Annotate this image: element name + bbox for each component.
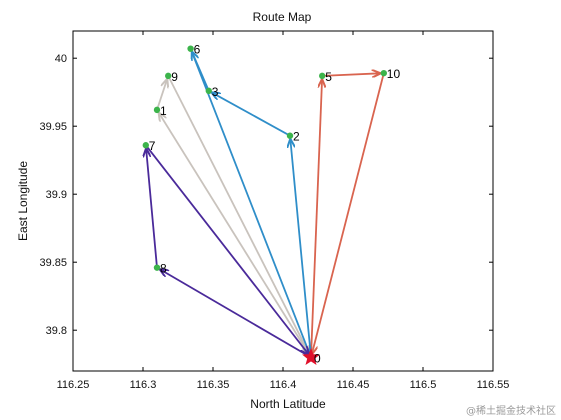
route-point-10 [380,69,387,77]
y-tick-label: 39.95 [39,121,67,133]
x-tick-label: 116.35 [197,379,230,391]
point-label-3: 3 [212,85,219,99]
route-segment-3-2-to-3 [212,93,291,137]
watermark: @稀土掘金技术社区 [466,404,556,417]
route-segment-2-0-to-1 [159,113,312,358]
y-tick-label: 40 [55,53,67,65]
y-axis-label: East Longitude [16,161,30,241]
route-point-6 [187,45,194,52]
point-label-9: 9 [171,70,178,84]
route-segment-1-0-to-5 [310,80,322,358]
x-axis-ticks: 116.25 116.3 116.35 116.4 116.45 116.5 116.55 [57,31,510,391]
point-label-8: 8 [160,262,167,276]
y-tick-label: 39.9 [46,189,67,201]
point-label-1: 1 [160,104,167,118]
route-points [142,45,387,366]
route-point-1 [153,106,161,114]
start-point-star-icon [302,347,320,366]
x-axis-label: North Latitude [250,397,326,411]
route-point-2 [286,132,294,139]
chart-title: Route Map [253,10,312,24]
route-point-3 [205,87,212,95]
route-segment-4-7-to-0 [145,144,309,354]
route-point-5 [319,72,326,80]
route-segment-3-0-to-2 [290,140,312,358]
route-point-8 [153,264,161,271]
route-point-9 [165,72,172,80]
point-label-10: 10 [387,67,401,81]
route-segment-1-10-to-0 [312,72,385,353]
x-tick-label: 116.5 [410,379,437,391]
route-point-7 [142,142,149,149]
x-tick-label: 116.3 [130,379,157,391]
point-label-7: 7 [149,139,156,153]
y-tick-label: 39.85 [39,257,67,269]
point-label-0: 0 [314,351,321,365]
x-tick-label: 116.55 [477,379,510,391]
y-axis-ticks: 39.8 39.85 39.9 39.95 40 [39,53,493,337]
point-label-5: 5 [325,70,332,84]
route-segment-4-0-to-8 [160,270,312,359]
point-label-2: 2 [293,130,300,144]
point-label-6: 6 [194,43,201,57]
route-segment-2-9-to-0 [167,75,309,354]
route-segment-1-5-to-10 [322,73,380,76]
route-lines [145,48,385,359]
route-segment-3-6-to-0 [189,48,310,354]
point-labels: 0 1 2 3 5 6 7 8 9 10 [149,43,401,366]
x-tick-label: 116.45 [337,379,370,391]
x-tick-label: 116.25 [57,379,90,391]
y-tick-label: 39.8 [46,325,67,337]
x-tick-label: 116.4 [270,379,297,391]
route-segment-2-1-to-9 [156,80,167,111]
route-segment-4-8-to-7 [146,149,158,268]
